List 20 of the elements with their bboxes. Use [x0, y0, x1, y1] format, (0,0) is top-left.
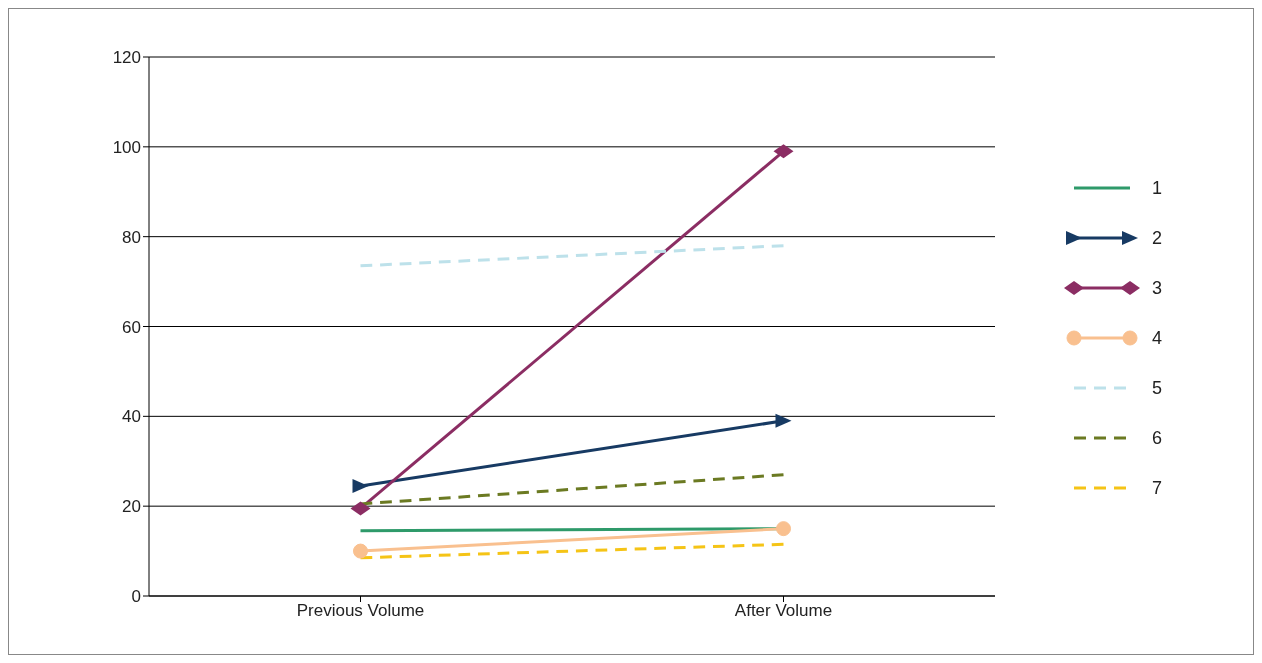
y-tick-label: 120: [112, 48, 141, 68]
x-tick-label: After Volume: [734, 601, 833, 621]
y-tick-label: 80: [122, 227, 141, 247]
point: [773, 144, 794, 159]
legend-label: 7: [1152, 477, 1163, 499]
legend-label: 6: [1152, 427, 1163, 449]
y-tick-label: 20: [122, 497, 141, 517]
y-tick-label: 60: [122, 317, 141, 337]
point: [350, 501, 371, 516]
point: [353, 543, 368, 559]
legend-label: 4: [1152, 327, 1163, 349]
y-tick-label: 0: [131, 587, 141, 607]
x-tick-label: Previous Volume: [296, 601, 425, 621]
y-tick-label: 40: [122, 407, 141, 427]
legend-label: 2: [1152, 227, 1163, 249]
y-tick-label: 100: [112, 137, 141, 157]
legend-label: 5: [1152, 377, 1163, 399]
legend-label: 3: [1152, 277, 1163, 299]
point: [776, 521, 791, 537]
legend-label: 1: [1152, 177, 1163, 199]
